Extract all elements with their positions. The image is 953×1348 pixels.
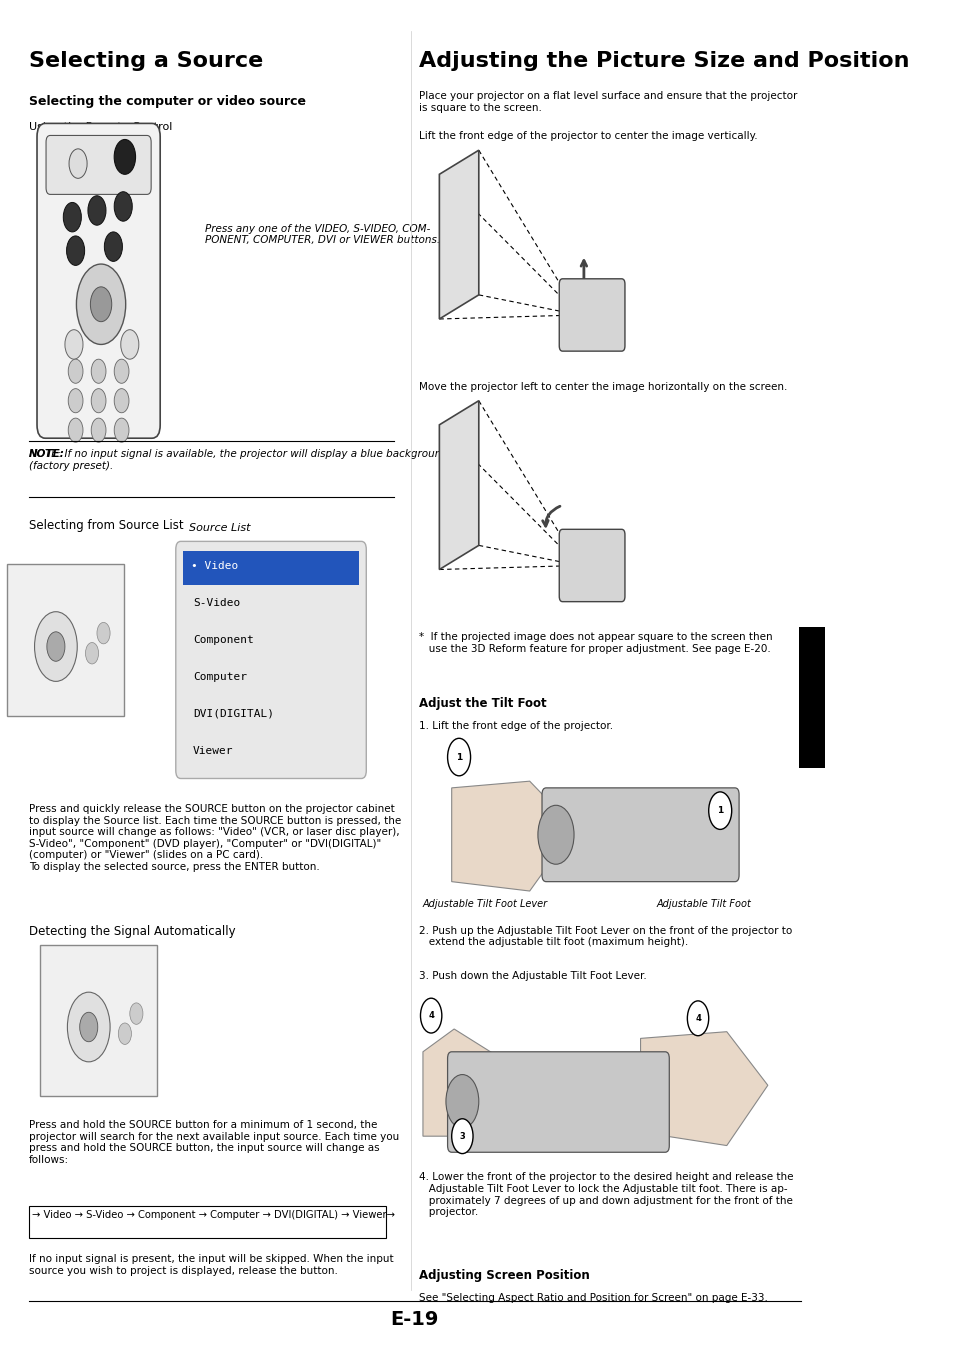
Circle shape [91, 388, 106, 412]
Circle shape [447, 739, 470, 776]
Text: If no input signal is present, the input will be skipped. When the input
source : If no input signal is present, the input… [29, 1254, 393, 1275]
Circle shape [63, 202, 81, 232]
Polygon shape [439, 150, 478, 319]
Circle shape [65, 330, 83, 359]
Circle shape [80, 1012, 97, 1042]
FancyBboxPatch shape [447, 1051, 669, 1153]
Polygon shape [451, 782, 575, 891]
Text: Move the projector left to center the image horizontally on the screen.: Move the projector left to center the im… [418, 381, 786, 392]
Text: Adjusting the Picture Size and Position: Adjusting the Picture Size and Position [418, 51, 908, 71]
Circle shape [104, 232, 122, 262]
FancyBboxPatch shape [29, 1206, 386, 1237]
Text: NOTE:: NOTE: [29, 449, 65, 458]
Circle shape [47, 632, 65, 662]
FancyBboxPatch shape [183, 551, 358, 585]
Circle shape [114, 191, 132, 221]
Text: 4: 4 [695, 1014, 700, 1023]
Text: Press any one of the VIDEO, S-VIDEO, COM-
PONENT, COMPUTER, DVI or VIEWER button: Press any one of the VIDEO, S-VIDEO, COM… [205, 224, 440, 245]
Circle shape [687, 1000, 708, 1035]
FancyBboxPatch shape [37, 124, 160, 438]
Text: Press and quickly release the SOURCE button on the projector cabinet
to display : Press and quickly release the SOURCE but… [29, 803, 400, 872]
Circle shape [34, 612, 77, 681]
Circle shape [91, 287, 112, 322]
FancyBboxPatch shape [541, 787, 739, 882]
Circle shape [69, 388, 83, 412]
Text: Source List: Source List [189, 523, 250, 534]
Text: Adjust the Tilt Foot: Adjust the Tilt Foot [418, 697, 546, 710]
Text: 3. Push down the Adjustable Tilt Foot Lever.: 3. Push down the Adjustable Tilt Foot Le… [418, 972, 646, 981]
Text: Selecting a Source: Selecting a Source [29, 51, 263, 71]
Circle shape [91, 359, 106, 383]
FancyBboxPatch shape [799, 627, 824, 768]
Circle shape [76, 264, 126, 345]
Circle shape [68, 992, 110, 1062]
Text: Place your projector on a flat level surface and ensure that the projector
is sq: Place your projector on a flat level sur… [418, 92, 797, 113]
Circle shape [130, 1003, 143, 1024]
Circle shape [67, 236, 85, 266]
Circle shape [420, 999, 441, 1033]
FancyBboxPatch shape [7, 565, 124, 716]
Text: Lift the front edge of the projector to center the image vertically.: Lift the front edge of the projector to … [418, 132, 757, 142]
FancyBboxPatch shape [175, 542, 366, 779]
Text: Adjustable Tilt Foot Lever: Adjustable Tilt Foot Lever [422, 899, 548, 909]
Text: See "Selecting Aspect Ratio and Position for Screen" on page E-33.: See "Selecting Aspect Ratio and Position… [418, 1293, 767, 1304]
FancyBboxPatch shape [558, 530, 624, 601]
Circle shape [708, 791, 731, 829]
Text: Selecting from Source List: Selecting from Source List [29, 519, 183, 531]
Circle shape [97, 623, 110, 644]
Text: Viewer: Viewer [193, 745, 233, 756]
Text: E-19: E-19 [390, 1310, 438, 1329]
Text: S-Video: S-Video [193, 599, 240, 608]
Circle shape [69, 148, 87, 178]
Text: Adjustable Tilt Foot: Adjustable Tilt Foot [657, 899, 751, 909]
Circle shape [69, 418, 83, 442]
Text: Computer: Computer [193, 673, 247, 682]
Circle shape [91, 418, 106, 442]
Circle shape [114, 359, 129, 383]
Circle shape [86, 643, 98, 665]
Circle shape [114, 388, 129, 412]
Text: Using the Remote Control: Using the Remote Control [29, 123, 172, 132]
Text: 1: 1 [456, 752, 461, 762]
FancyBboxPatch shape [46, 135, 151, 194]
Text: 4: 4 [428, 1011, 434, 1020]
Circle shape [114, 139, 135, 174]
Polygon shape [439, 400, 478, 569]
Text: *  If the projected image does not appear square to the screen then
   use the 3: * If the projected image does not appear… [418, 632, 772, 654]
Text: Component: Component [193, 635, 253, 646]
Text: 3: 3 [459, 1132, 465, 1140]
Text: 4. Lower the front of the projector to the desired height and release the
   Adj: 4. Lower the front of the projector to t… [418, 1173, 793, 1217]
Text: DVI(DIGITAL): DVI(DIGITAL) [193, 709, 274, 718]
Polygon shape [639, 1031, 767, 1146]
Circle shape [445, 1074, 478, 1128]
FancyBboxPatch shape [40, 945, 157, 1096]
Circle shape [451, 1119, 473, 1154]
Text: • Video: • Video [191, 562, 237, 572]
Text: Selecting the computer or video source: Selecting the computer or video source [29, 96, 306, 108]
Text: Detecting the Signal Automatically: Detecting the Signal Automatically [29, 925, 235, 937]
Text: 1: 1 [717, 806, 722, 816]
Polygon shape [422, 1029, 497, 1136]
Text: 1. Lift the front edge of the projector.: 1. Lift the front edge of the projector. [418, 721, 613, 731]
Text: → Video → S-Video → Component → Computer → DVI(DIGITAL) → Viewer→: → Video → S-Video → Component → Computer… [32, 1211, 395, 1220]
Circle shape [88, 195, 106, 225]
Circle shape [69, 359, 83, 383]
Text: 2. Push up the Adjustable Tilt Foot Lever on the front of the projector to
   ex: 2. Push up the Adjustable Tilt Foot Leve… [418, 926, 791, 948]
Text: NOTE: If no input signal is available, the projector will display a blue backgro: NOTE: If no input signal is available, t… [29, 449, 447, 470]
Text: Press and hold the SOURCE button for a minimum of 1 second, the
projector will s: Press and hold the SOURCE button for a m… [29, 1120, 398, 1165]
Circle shape [537, 805, 574, 864]
Circle shape [114, 418, 129, 442]
FancyBboxPatch shape [558, 279, 624, 350]
Circle shape [121, 330, 139, 359]
Circle shape [118, 1023, 132, 1045]
Text: Adjusting Screen Position: Adjusting Screen Position [418, 1268, 589, 1282]
